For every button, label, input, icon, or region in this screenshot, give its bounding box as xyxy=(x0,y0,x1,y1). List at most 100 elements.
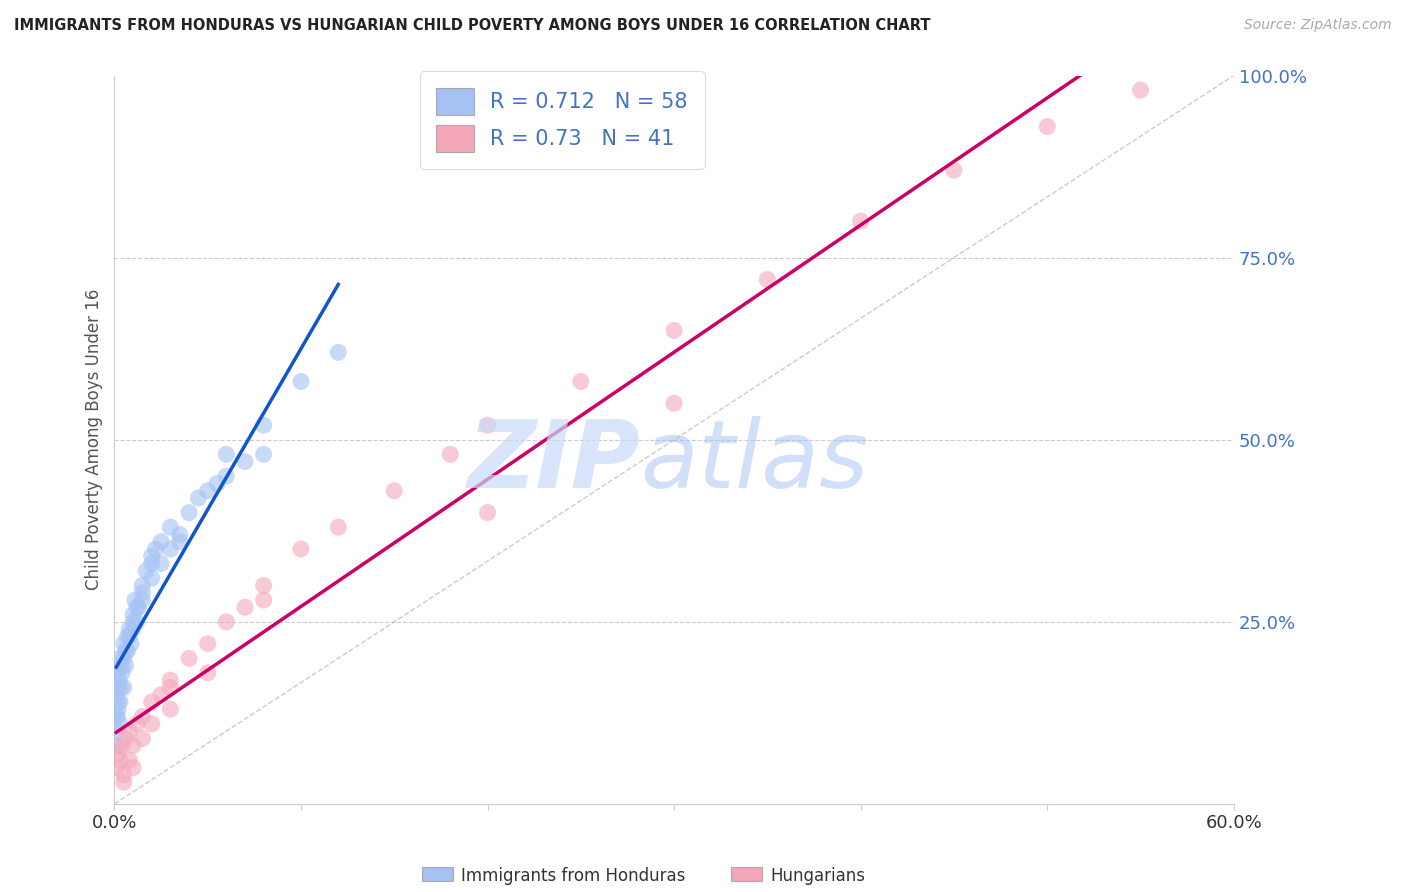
Point xyxy=(382,483,405,498)
Point xyxy=(108,753,131,767)
Point xyxy=(187,491,209,505)
Point xyxy=(205,476,228,491)
Point xyxy=(125,600,148,615)
Point xyxy=(112,681,135,695)
Point xyxy=(1036,120,1059,134)
Point xyxy=(159,702,181,716)
Point xyxy=(253,447,276,461)
Point xyxy=(117,629,139,643)
Point xyxy=(124,593,146,607)
Point xyxy=(439,447,461,461)
Point xyxy=(159,673,181,687)
Point xyxy=(111,739,134,753)
Text: Hungarians: Hungarians xyxy=(770,867,866,885)
Point xyxy=(105,688,128,702)
Point xyxy=(112,775,135,789)
Point xyxy=(108,651,131,665)
Y-axis label: Child Poverty Among Boys Under 16: Child Poverty Among Boys Under 16 xyxy=(86,289,103,591)
Point xyxy=(114,658,136,673)
Point xyxy=(662,396,685,410)
Point xyxy=(253,418,276,433)
Point xyxy=(120,637,142,651)
Point xyxy=(112,651,135,665)
Point xyxy=(849,214,872,228)
Point xyxy=(215,447,238,461)
Point xyxy=(150,557,173,571)
Point xyxy=(118,724,141,739)
Point xyxy=(122,739,145,753)
Text: IMMIGRANTS FROM HONDURAS VS HUNGARIAN CHILD POVERTY AMONG BOYS UNDER 16 CORRELAT: IMMIGRANTS FROM HONDURAS VS HUNGARIAN CH… xyxy=(14,18,931,33)
Point xyxy=(150,688,173,702)
Text: ZIP: ZIP xyxy=(468,416,641,508)
Point xyxy=(145,541,167,556)
Point xyxy=(108,716,131,731)
Point xyxy=(569,375,592,389)
Point xyxy=(108,695,131,709)
Point xyxy=(253,578,276,592)
Point xyxy=(135,564,157,578)
Point xyxy=(756,272,779,286)
Point xyxy=(118,753,141,767)
Point xyxy=(131,585,153,599)
Point xyxy=(107,746,129,760)
Point xyxy=(105,760,128,774)
Point xyxy=(141,571,163,585)
Point xyxy=(290,541,312,556)
Point xyxy=(111,658,134,673)
Point xyxy=(290,375,312,389)
Point xyxy=(105,739,128,753)
Point xyxy=(141,695,163,709)
Legend: R = 0.712   N = 58, R = 0.73   N = 41: R = 0.712 N = 58, R = 0.73 N = 41 xyxy=(419,71,704,169)
Point xyxy=(105,709,128,723)
Point xyxy=(233,454,256,468)
Point xyxy=(477,506,499,520)
Text: atlas: atlas xyxy=(641,416,869,508)
Point xyxy=(105,709,128,723)
Point xyxy=(131,709,153,723)
Point xyxy=(215,615,238,629)
Point xyxy=(141,557,163,571)
Point xyxy=(122,760,145,774)
Point xyxy=(118,622,141,636)
Point xyxy=(125,716,148,731)
Text: Source: ZipAtlas.com: Source: ZipAtlas.com xyxy=(1244,18,1392,32)
Point xyxy=(118,629,141,643)
Point xyxy=(197,637,219,651)
Point xyxy=(197,483,219,498)
Point xyxy=(131,731,153,746)
Point xyxy=(110,681,132,695)
Point xyxy=(328,345,350,359)
Point xyxy=(253,593,276,607)
Point xyxy=(197,665,219,680)
Point xyxy=(105,665,128,680)
Point xyxy=(159,520,181,534)
Text: Immigrants from Honduras: Immigrants from Honduras xyxy=(461,867,686,885)
Point xyxy=(112,768,135,782)
Point xyxy=(942,163,965,178)
Point xyxy=(477,418,499,433)
Point xyxy=(105,724,128,739)
Point xyxy=(108,673,131,687)
Point xyxy=(233,600,256,615)
Point xyxy=(117,644,139,658)
Point xyxy=(107,695,129,709)
Point xyxy=(128,600,150,615)
Point xyxy=(215,469,238,483)
Point xyxy=(122,615,145,629)
Point xyxy=(159,541,181,556)
Point xyxy=(169,527,191,541)
Point xyxy=(122,607,145,622)
Point xyxy=(107,681,129,695)
Point xyxy=(662,323,685,337)
Point xyxy=(159,681,181,695)
Point xyxy=(1129,83,1152,97)
Point xyxy=(111,665,134,680)
Point xyxy=(141,716,163,731)
Point xyxy=(114,731,136,746)
Point xyxy=(114,644,136,658)
Point xyxy=(107,702,129,716)
Point xyxy=(177,651,200,665)
Point xyxy=(169,534,191,549)
Point xyxy=(112,637,135,651)
Point xyxy=(328,520,350,534)
